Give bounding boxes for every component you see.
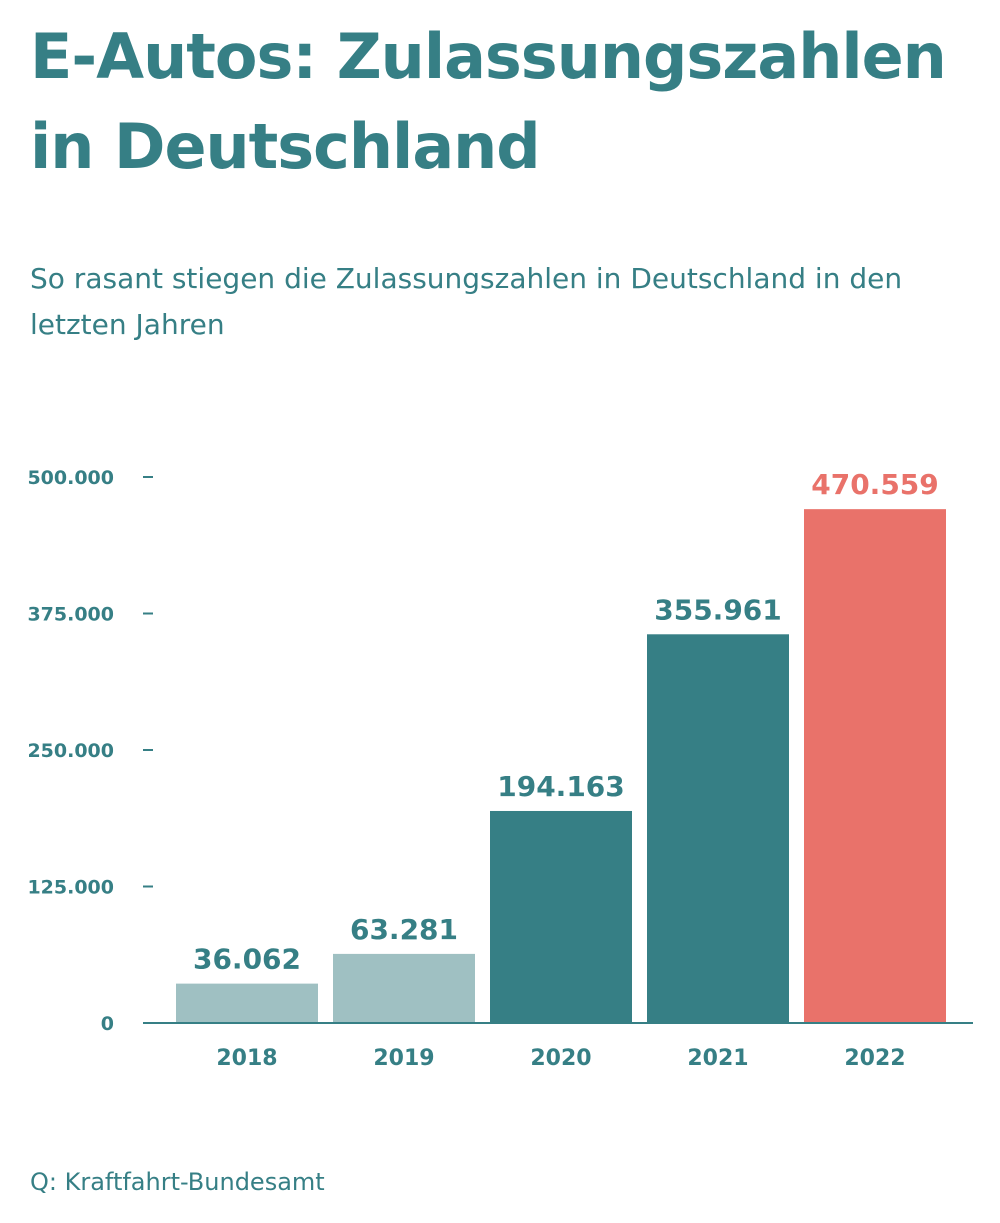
bar bbox=[804, 509, 946, 1024]
chart-subtitle: So rasant stiegen die Zulassungszahlen i… bbox=[30, 262, 903, 341]
x-tick-label: 2022 bbox=[844, 1046, 905, 1071]
source-note: Q: Kraftfahrt-Bundesamt bbox=[30, 1168, 325, 1196]
bar bbox=[176, 983, 318, 1023]
y-tick-label: 375.000 bbox=[27, 604, 114, 626]
x-tick-label: 2021 bbox=[687, 1046, 748, 1071]
bar-value-label: 36.062 bbox=[193, 943, 301, 976]
bar-value-label: 194.163 bbox=[497, 770, 625, 803]
x-tick-label: 2019 bbox=[373, 1046, 434, 1071]
y-tick-label: 500.000 bbox=[27, 467, 114, 489]
y-tick-label: 125.000 bbox=[27, 877, 114, 899]
bar-value-label: 470.559 bbox=[811, 468, 939, 501]
bar-value-label: 63.281 bbox=[350, 913, 458, 946]
x-tick-label: 2020 bbox=[530, 1046, 591, 1071]
y-tick-label: 0 bbox=[101, 1013, 114, 1035]
bar bbox=[333, 953, 475, 1023]
x-tick-label: 2018 bbox=[216, 1046, 277, 1071]
bar bbox=[490, 810, 632, 1023]
chart-title: E-Autos: Zulassungszahlen in Deutschland bbox=[30, 20, 947, 183]
y-tick-label: 250.000 bbox=[27, 740, 114, 762]
bar-chart: 0 125.000 250.000 375.000 500.000 36.062 2018 6… bbox=[27, 467, 973, 1071]
bar bbox=[647, 634, 789, 1023]
bar-value-label: 355.961 bbox=[654, 593, 782, 626]
